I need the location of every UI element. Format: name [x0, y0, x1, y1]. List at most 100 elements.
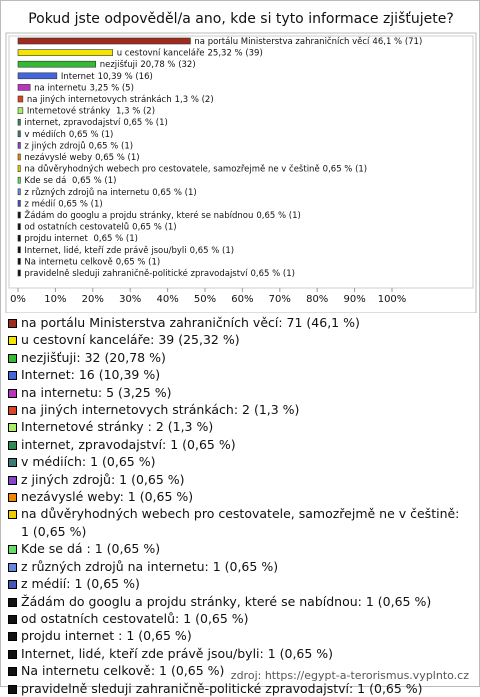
- bar: [17, 211, 21, 219]
- bar-label: nezávyslé weby 0,65 % (1): [24, 152, 139, 163]
- bar-category: Internet, lidé, kteří zde právě jsou/byl…: [24, 244, 186, 255]
- bar: [17, 107, 24, 114]
- legend-label: nezávyslé weby: 1 (0,65 %): [21, 489, 194, 505]
- bar-category: nezjišťuji: [100, 59, 138, 70]
- legend-label: na internetu: 5 (3,25 %): [21, 384, 172, 400]
- legend-label: pravidelně sleduji zahraničně-politické …: [21, 680, 423, 696]
- legend: na portálu Ministerstva zahraničních věc…: [8, 314, 470, 697]
- bar: [17, 176, 21, 184]
- bar: [17, 60, 97, 68]
- bar-label: na důvěryhodných webech pro cestovatele,…: [24, 163, 367, 174]
- bar-label: Internet, lidé, kteří zde právě jsou/byl…: [24, 244, 234, 255]
- legend-label: Kde se dá : 1 (0,65 %): [21, 541, 161, 557]
- legend-item: projdu internet : 1 (0,65 %): [8, 627, 470, 644]
- bar: [17, 72, 58, 80]
- legend-item: na jiných internetovych stránkách: 2 (1,…: [8, 401, 470, 418]
- bar-label: na internetu 3,25 % (5): [34, 83, 134, 93]
- bar: [17, 188, 21, 196]
- legend-swatch: [8, 423, 17, 433]
- legend-label: u cestovní kanceláře: 39 (25,32 %): [21, 332, 240, 348]
- bar-value-label: 0,65 % (1): [323, 164, 367, 174]
- x-tick-label: 0%: [10, 294, 26, 305]
- legend-item: od ostatních cestovatelů: 1 (0,65 %): [8, 610, 470, 627]
- bar-label: na jiných internetovych stránkách 1,3 % (…: [27, 95, 214, 105]
- legend-item: internet, zpravodajství: 1 (0,65 %): [8, 436, 470, 453]
- bar: [17, 269, 21, 277]
- legend-swatch: [8, 649, 17, 659]
- legend-label: Na internetu celkově: 1 (0,65 %): [21, 663, 225, 679]
- legend-label: projdu internet : 1 (0,65 %): [21, 628, 192, 644]
- legend-label: Internetové stránky : 2 (1,3 %): [21, 419, 214, 435]
- bar: [17, 118, 21, 126]
- bar-value-label: 0,65 % (1): [152, 187, 196, 197]
- legend-swatch: [8, 562, 17, 572]
- bar: [17, 246, 21, 254]
- bar-value-label: 3,25 % (5): [89, 83, 133, 93]
- legend-swatch: [8, 319, 17, 328]
- legend-swatch: [8, 371, 17, 381]
- bar-category: na důvěryhodných webech pro cestovatele,…: [24, 163, 319, 174]
- legend-item: nezávyslé weby: 1 (0,65 %): [8, 488, 470, 505]
- legend-label: na portálu Ministerstva zahraničních věc…: [21, 315, 360, 330]
- legend-swatch: [8, 545, 17, 555]
- bar-category: pravidelně sleduji zahraničně-politické …: [24, 268, 248, 279]
- legend-label: Internet: 16 (10,39 %): [21, 367, 161, 383]
- legend-swatch: [8, 458, 17, 468]
- legend-item: Na internetu celkově: 1 (0,65 %): [8, 662, 470, 679]
- legend-label: Žádám do googlu a projdu stránky, které …: [21, 593, 432, 609]
- bar-value-label: 0,65 % (1): [89, 141, 133, 151]
- bar-category: Internetové stránky: [27, 105, 113, 116]
- legend-item: Žádám do googlu a projdu stránky, které …: [8, 593, 470, 610]
- bar-label: Internet 10,39 % (16): [61, 71, 153, 81]
- bar-label: na portálu Ministerstva zahraničních věc…: [194, 36, 422, 47]
- legend-swatch: [8, 353, 17, 363]
- bar-value-label: 25,32 % (39): [208, 48, 263, 58]
- bar-category: Na internetu celkově: [24, 257, 112, 267]
- legend-item: na internetu: 5 (3,25 %): [8, 384, 470, 401]
- legend-label: internet, zpravodajství: 1 (0,65 %): [21, 436, 236, 452]
- bar-category: nezávyslé weby: [24, 152, 92, 163]
- legend-label: nezjišťuji: 32 (20,78 %): [21, 349, 166, 365]
- legend-item: Kde se dá : 1 (0,65 %): [8, 540, 470, 557]
- bar-label: Kde se dá 0,65 % (1): [24, 176, 116, 186]
- bar-category: u cestovní kanceláře: [117, 48, 205, 58]
- bar-value-label: 0,65 % (1): [93, 234, 137, 244]
- x-tick-label: 100%: [378, 294, 407, 305]
- legend-label: z různých zdrojů na internetu: 1 (0,65 %…: [21, 558, 279, 574]
- bar-label: Na internetu celkově 0,65 % (1): [24, 257, 160, 267]
- legend-swatch: [8, 632, 17, 642]
- chart: Pokud jste odpověděl/a ano, kde si tyto …: [5, 11, 477, 313]
- chart-frame: [5, 32, 477, 313]
- bar-value-label: 10,39 % (16): [98, 71, 153, 81]
- bar-value-label: 0,65 % (1): [69, 129, 113, 139]
- legend-swatch: [8, 440, 17, 450]
- x-tick-label: 50%: [194, 294, 216, 305]
- legend-label: z jiných zdrojů: 1 (0,65 %): [21, 471, 185, 487]
- legend-swatch: [8, 684, 17, 694]
- legend-item: z různých zdrojů na internetu: 1 (0,65 %…: [8, 558, 470, 575]
- bar-category: z jiných zdrojů: [24, 140, 85, 151]
- legend-label: v médiích: 1 (0,65 %): [21, 454, 156, 470]
- bar-label: nezjišťuji 20,78 % (32): [100, 59, 196, 70]
- bar-label: z různých zdrojů na internetu 0,65 % (1): [24, 186, 196, 197]
- bar: [17, 200, 21, 207]
- legend-swatch: [8, 580, 17, 590]
- legend-item: na portálu Ministerstva zahraničních věc…: [8, 314, 470, 331]
- bar-category: na portálu Ministerstva zahraničních věc…: [194, 36, 370, 47]
- bar: [17, 49, 113, 56]
- bar-category: Žádám do googlu a projdu stránky, které …: [24, 209, 253, 221]
- legend-swatch: [8, 406, 17, 416]
- x-tick-label: 40%: [156, 294, 178, 305]
- source: zdroj: https://egypt-a-terorismus.vyplnt…: [230, 669, 469, 682]
- bar-category: na internetu: [34, 83, 86, 93]
- bar: [17, 153, 21, 161]
- bar: [17, 258, 21, 265]
- legend-item: Internet: 16 (10,39 %): [8, 366, 470, 383]
- bar-label: od ostatních cestovatelů 0,65 % (1): [24, 221, 176, 232]
- bar-value-label: 0,65 % (1): [123, 118, 167, 128]
- bar: [17, 84, 31, 91]
- bar: [17, 37, 191, 45]
- bar-category: z různých zdrojů na internetu: [24, 186, 149, 197]
- bar-category: z médií: [24, 198, 55, 209]
